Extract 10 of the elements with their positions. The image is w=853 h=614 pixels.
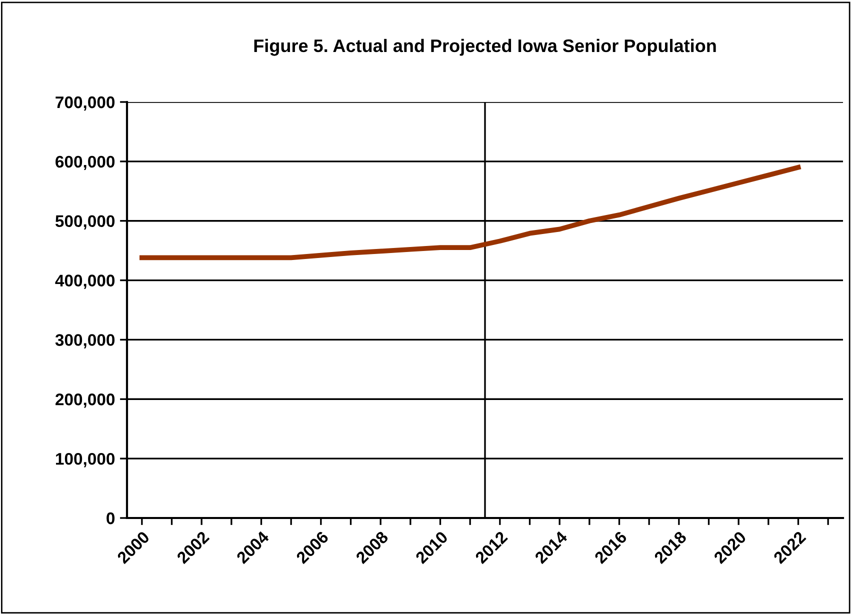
- y-tick-label: 700,000: [56, 96, 115, 111]
- y-tick-label: 500,000: [55, 215, 115, 230]
- y-tick-label: 400,000: [55, 274, 115, 289]
- y-tick-label: 600,000: [56, 156, 115, 170]
- y-tick-label: 200,000: [56, 394, 115, 408]
- chart-title: Figure 5. Actual and Projected Iowa Senior Population: [254, 38, 716, 56]
- y-tick-label: 100,000: [56, 452, 115, 468]
- y-tick-label: 0: [106, 512, 115, 524]
- line-series: [139, 164, 801, 260]
- y-tick-label: 300,000: [55, 334, 115, 348]
